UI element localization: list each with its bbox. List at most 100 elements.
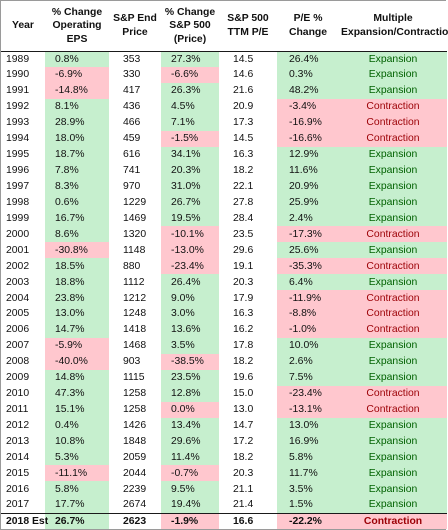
multiple-cell: Contraction [339, 306, 447, 322]
header-eps-change: % Change Operating EPS [45, 1, 109, 52]
sp-end-price-cell: 2239 [123, 483, 147, 495]
pe-change-cell: 16.9% [277, 433, 339, 450]
eps-change-cell: 0.6% [45, 194, 109, 211]
year-cell: 2014 [6, 451, 30, 463]
eps-change-cell: 17.7% [45, 497, 109, 514]
pe-change-cell: -8.8% [277, 306, 339, 322]
sp-end-price-cell: 2044 [123, 467, 147, 479]
eps-change-cell: 23.8% [45, 290, 109, 306]
table-row: 2003 18.8% 1112 26.4% 20.3 6.4% Expansion [1, 274, 447, 291]
ttm-pe-cell: 29.6 [233, 244, 254, 256]
year-cell: 2000 [6, 228, 30, 240]
pe-change-cell: 11.6% [277, 162, 339, 179]
ttm-pe-cell: 16.6 [219, 512, 277, 530]
ttm-pe-cell: 23.5 [233, 228, 254, 240]
multiple-cell: Expansion [339, 353, 447, 370]
year-cell: 2016 [6, 483, 30, 495]
year-cell: 2010 [6, 388, 30, 400]
year-cell: 1996 [6, 165, 30, 177]
ttm-pe-cell: 21.4 [233, 499, 254, 511]
multiple-cell: Contraction [339, 321, 447, 338]
sp-change-cell: 7.1% [161, 114, 219, 131]
eps-change-cell: 13.0% [45, 306, 109, 322]
eps-change-cell: 0.8% [45, 51, 109, 67]
year-cell: 1997 [6, 180, 30, 192]
ttm-pe-cell: 22.1 [233, 180, 254, 192]
multiple-cell: Contraction [339, 290, 447, 306]
multiple-cell: Contraction [339, 258, 447, 275]
ttm-pe-cell: 17.8 [233, 340, 254, 352]
pe-change-cell: -11.9% [277, 290, 339, 306]
multiple-cell: Contraction [339, 385, 447, 402]
multiple-cell: Expansion [339, 178, 447, 195]
year-cell: 2011 [6, 404, 29, 416]
multiple-cell: Expansion [339, 369, 447, 386]
table-row: 1993 28.9% 466 7.1% 17.3 -16.9% Contraction [1, 114, 447, 131]
pe-change-cell: 0.3% [277, 66, 339, 83]
sp-end-price-cell: 880 [123, 260, 141, 272]
sp-change-cell: 0.0% [161, 401, 219, 418]
header-row: Year % Change Operating EPS S&P End Pric… [1, 1, 448, 52]
sp-change-cell: 26.4% [161, 274, 219, 291]
sp-end-price-cell: 353 [123, 53, 141, 65]
eps-change-cell: 14.8% [45, 369, 109, 386]
table-row: 1995 18.7% 616 34.1% 16.3 12.9% Expansion [1, 146, 447, 163]
eps-change-cell: 8.1% [45, 98, 109, 115]
pe-change-cell: -16.9% [277, 114, 339, 131]
sp-change-cell: 4.5% [161, 98, 219, 115]
ttm-pe-cell: 20.3 [233, 276, 254, 288]
multiple-cell: Expansion [339, 481, 447, 498]
ttm-pe-cell: 18.2 [233, 356, 254, 368]
year-cell: 2018 Est [1, 512, 48, 530]
sp-end-price-cell: 2674 [123, 499, 147, 511]
ttm-pe-cell: 28.4 [233, 212, 254, 224]
multiple-cell: Expansion [339, 465, 447, 482]
sp-end-price-cell: 1112 [123, 276, 145, 288]
pe-change-cell: -3.4% [277, 98, 339, 115]
ttm-pe-cell: 13.0 [233, 404, 254, 416]
sp-end-price-cell: 1418 [123, 324, 147, 336]
table-row: 1997 8.3% 970 31.0% 22.1 20.9% Expansion [1, 178, 447, 195]
sp-change-cell: 12.8% [161, 385, 219, 402]
ttm-pe-cell: 16.3 [233, 308, 254, 320]
sp-end-price-cell: 1468 [123, 340, 147, 352]
sp-change-cell: 26.3% [161, 82, 219, 99]
sp-change-cell: 19.5% [161, 210, 219, 227]
pe-change-cell: 2.4% [277, 210, 339, 227]
table-row: 2012 0.4% 1426 13.4% 14.7 13.0% Expansion [1, 417, 447, 434]
ttm-pe-cell: 20.3 [233, 467, 254, 479]
year-cell: 1989 [6, 53, 30, 65]
sp-change-cell: 19.4% [161, 497, 219, 514]
multiple-cell: Expansion [339, 417, 447, 434]
multiple-cell: Contraction [339, 98, 447, 115]
sp-end-price-cell: 970 [123, 180, 141, 192]
pe-change-cell: -22.2% [277, 512, 339, 530]
sp-change-cell: 9.0% [161, 290, 219, 306]
sp-change-cell: -6.6% [161, 66, 219, 83]
year-cell: 1994 [6, 133, 30, 145]
sp-change-cell: 13.6% [161, 321, 219, 338]
eps-change-cell: 5.8% [45, 481, 109, 498]
eps-change-cell: 47.3% [45, 385, 109, 402]
pe-change-cell: 11.7% [277, 465, 339, 482]
table-row: 2001 -30.8% 1148 -13.0% 29.6 25.6% Expansion [1, 242, 447, 259]
table-row: 1994 18.0% 459 -1.5% 14.5 -16.6% Contraction [1, 130, 447, 147]
sp-change-cell: -23.4% [161, 258, 219, 275]
pe-change-cell: 25.9% [277, 194, 339, 211]
sp-change-cell: 29.6% [161, 433, 219, 450]
pe-change-cell: 10.0% [277, 337, 339, 354]
pe-change-cell: 3.5% [277, 481, 339, 498]
ttm-pe-cell: 17.2 [233, 435, 254, 447]
eps-change-cell: 26.7% [45, 512, 109, 530]
sp-end-price-cell: 436 [123, 101, 141, 113]
table-row: 2017 17.7% 2674 19.4% 21.4 1.5% Expansion [1, 497, 447, 514]
year-cell: 1993 [6, 117, 30, 129]
sp-end-price-cell: 741 [123, 165, 141, 177]
eps-change-cell: -40.0% [45, 353, 109, 370]
eps-change-cell: 18.8% [45, 274, 109, 291]
table-row: 2014 5.3% 2059 11.4% 18.2 5.8% Expansion [1, 449, 447, 466]
pe-change-cell: 1.5% [277, 497, 339, 514]
ttm-pe-cell: 14.5 [233, 53, 254, 65]
year-cell: 2003 [6, 276, 30, 288]
year-cell: 2004 [6, 292, 30, 304]
